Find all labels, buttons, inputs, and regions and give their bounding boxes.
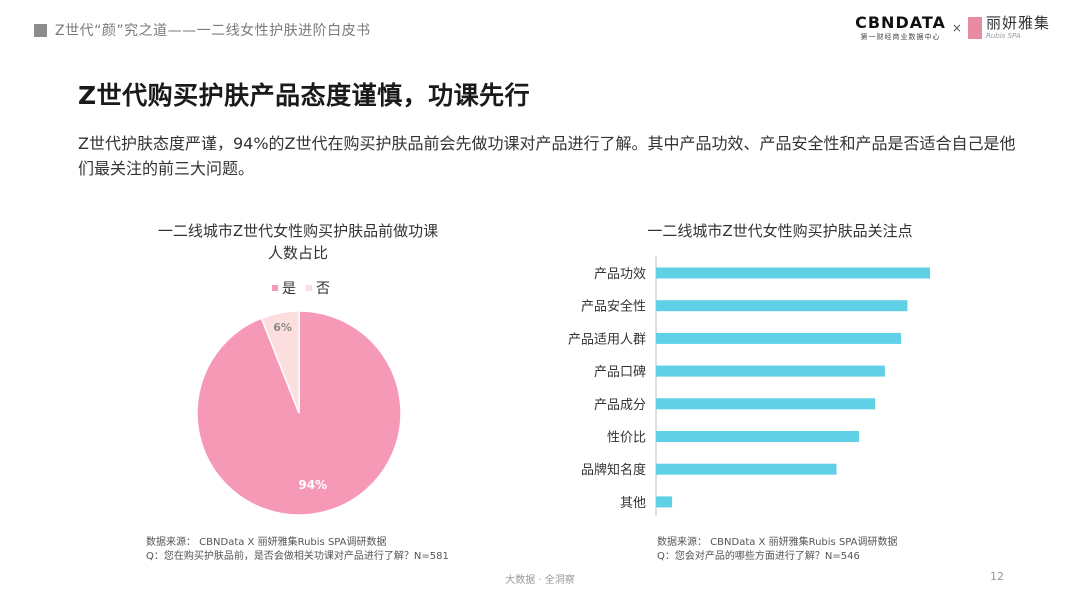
bar-8 <box>656 496 673 508</box>
bar-1 <box>656 267 930 279</box>
page-number: 12 <box>990 570 1004 583</box>
report-title: Z世代“颜”究之道——一二线女性护肤进阶白皮书 <box>55 23 371 39</box>
bar-6 <box>656 431 860 442</box>
brand-separator: × <box>951 21 962 35</box>
bar-7 <box>656 463 837 475</box>
bar-label-2: 产品安全性 <box>581 299 646 315</box>
cbndata-logo-name: CBNDATA <box>855 13 946 32</box>
bar-2 <box>656 300 908 312</box>
pie-slice-no <box>260 310 300 414</box>
pie-legend: 是 否 <box>272 278 340 298</box>
bar-label-5: 产品成分 <box>594 398 646 413</box>
legend-swatch-no <box>306 285 312 291</box>
page-description: Z世代护肤态度严谨，94%的Z世代在购买护肤品前会先做功课对产品进行了解。其中产… <box>78 134 1016 178</box>
legend-item-yes: 是 <box>272 278 296 298</box>
bar-label-1: 产品功效 <box>594 267 646 282</box>
legend-swatch-yes <box>272 285 278 291</box>
footer-tagline: 大数据 · 全洞察 <box>505 575 575 586</box>
partner-logo-name: 丽妍雅集 <box>985 14 1050 32</box>
cbndata-logo: CBNDATA 第一财经商业数据中心 <box>855 14 946 42</box>
partner-logo-subtitle: Rubis SPA <box>985 32 1021 40</box>
pie-chart-title: 一二线城市Z世代女性购买护肤品前做功课 人数占比 <box>140 220 456 264</box>
pie-data-source: 数据来源： CBNData X 丽妍雅集Rubis SPA调研数据 <box>146 537 387 548</box>
pie-slice-yes <box>196 310 402 516</box>
pie-footnote: 数据来源： CBNData X 丽妍雅集Rubis SPA调研数据 Q：您在购买… <box>146 536 449 564</box>
pie-label-no: 6% <box>273 321 292 334</box>
bar-label-7: 品牌知名度 <box>581 462 646 478</box>
header-breadcrumb: Z世代“颜”究之道——一二线女性护肤进阶白皮书 <box>34 20 371 40</box>
pie-label-yes: 94% <box>298 478 327 492</box>
bar-label-3: 产品适用人群 <box>568 332 646 347</box>
bar-label-8: 其他 <box>620 496 646 511</box>
bar-label-4: 产品口碑 <box>594 364 646 380</box>
pie-survey-question: Q：您在购买护肤品前，是否会做相关功课对产品进行了解？N=581 <box>146 551 449 562</box>
brand-logos: CBNDATA 第一财经商业数据中心 × 丽妍雅集 Rubis SPA <box>855 14 1050 42</box>
pie-chart-title-line2: 人数占比 <box>267 244 328 262</box>
bar-3 <box>656 332 901 344</box>
pie-chart-title-line1: 一二线城市Z世代女性购买护肤品前做功课 <box>157 222 439 240</box>
bar-label-6: 性价比 <box>607 431 646 446</box>
legend-label-yes: 是 <box>282 281 296 297</box>
page-title: Z世代购买护肤产品态度谨慎，功课先行 <box>78 81 531 110</box>
bar-chart-title: 一二线城市Z世代女性购买护肤品关注点 <box>647 222 913 240</box>
bar-4 <box>656 365 885 377</box>
bar-5 <box>656 398 876 410</box>
square-icon <box>34 23 47 37</box>
legend-item-no: 否 <box>306 278 330 298</box>
bar-data-source: 数据来源： CBNData X 丽妍雅集Rubis SPA调研数据 <box>657 537 898 548</box>
partner-logo: 丽妍雅集 Rubis SPA <box>967 14 1050 41</box>
bar-footnote: 数据来源： CBNData X 丽妍雅集Rubis SPA调研数据 Q：您会对产… <box>657 536 898 564</box>
legend-label-no: 否 <box>316 281 330 297</box>
bar-survey-question: Q：您会对产品的哪些方面进行了解？N=546 <box>657 551 860 562</box>
partner-logo-mark-icon <box>967 17 982 39</box>
cbndata-logo-subtitle: 第一财经商业数据中心 <box>860 33 941 41</box>
